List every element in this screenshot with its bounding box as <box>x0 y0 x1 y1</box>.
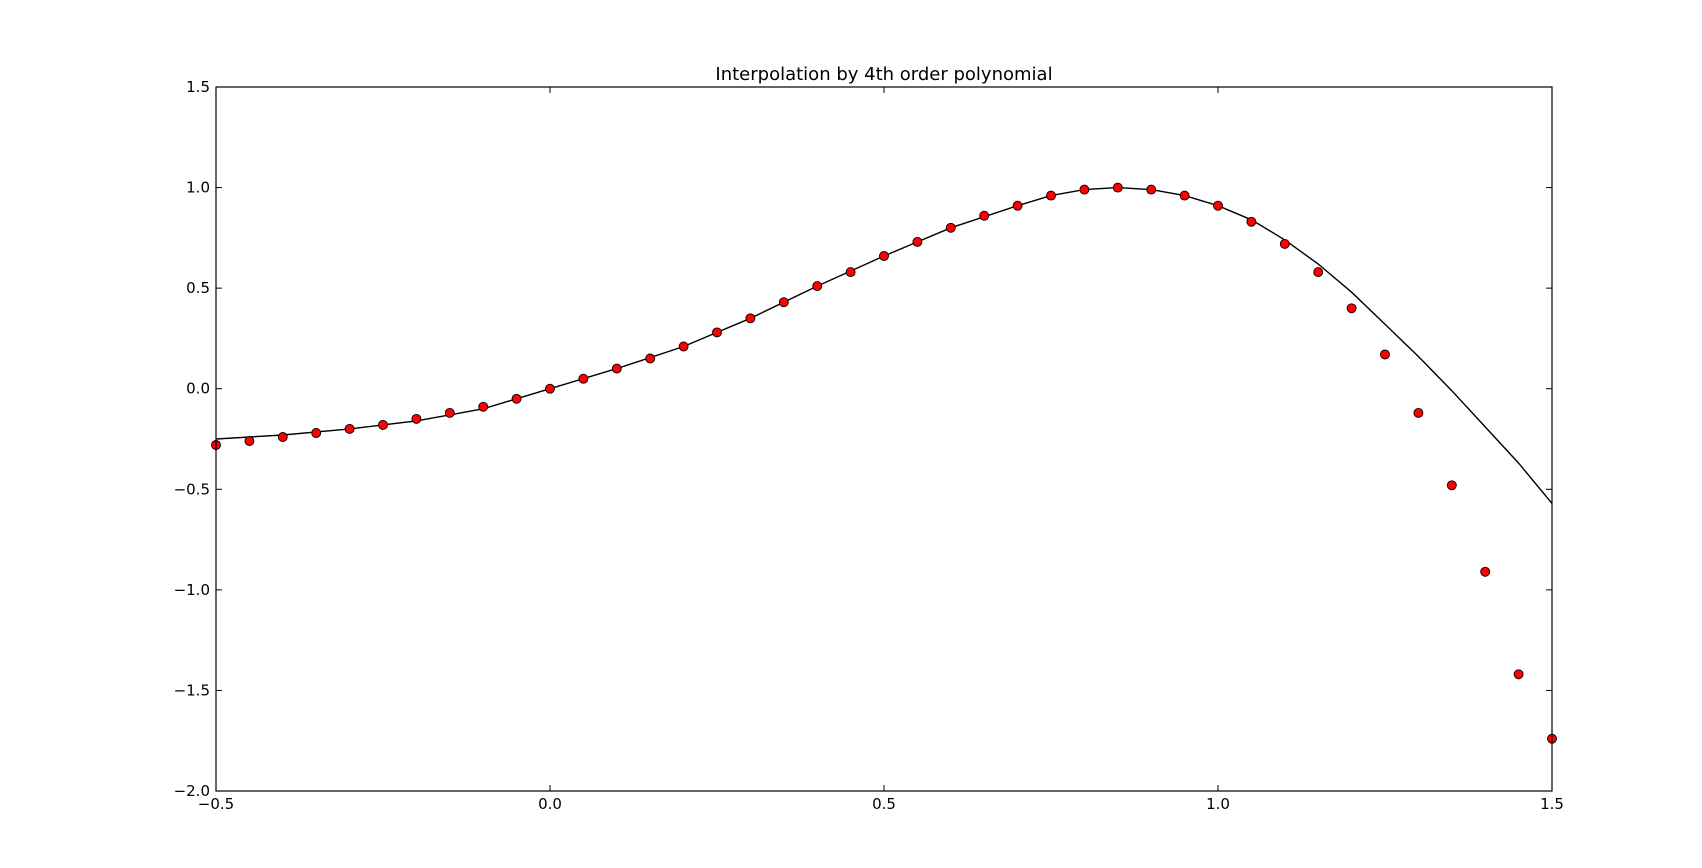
ticks-layer: −0.5 0.0 0.5 1.0 1.5 1.5 1.0 0.5 0.0 −0.5 −1.0 −1.5… <box>174 78 1564 813</box>
plot-area <box>216 87 1552 791</box>
series-1-point-39 <box>1513 669 1524 680</box>
series-1-point-8 <box>478 401 489 412</box>
x-tick-label-3: 1.0 <box>1206 795 1230 813</box>
y-tick-label-2: 0.5 <box>186 279 210 297</box>
x-tick-label-4: 1.5 <box>1540 795 1564 813</box>
series-1-point-32 <box>1279 238 1290 249</box>
series-1-point-26 <box>1079 184 1090 195</box>
series-1-point-3 <box>311 428 322 438</box>
series-1-point-7 <box>444 407 455 418</box>
y-tick-label-3: 0.0 <box>186 380 210 398</box>
series-1-point-24 <box>1012 200 1023 211</box>
x-tick-label-0: −0.5 <box>198 795 234 813</box>
y-tick-label-1: 1.0 <box>186 179 210 197</box>
series-1-point-20 <box>879 251 889 261</box>
series-1-point-33 <box>1313 267 1324 278</box>
series-1-point-22 <box>945 222 956 233</box>
series-1-point-11 <box>578 373 589 384</box>
series-1-point-15 <box>712 327 722 338</box>
series-1-point-28 <box>1146 184 1157 195</box>
plot-frame <box>215 86 1553 792</box>
series-1-point-9 <box>511 393 522 404</box>
series-1-point-18 <box>812 281 823 292</box>
series-1-point-34 <box>1346 303 1357 314</box>
series-1-point-2 <box>277 432 288 442</box>
series-1-point-17 <box>778 297 789 308</box>
series-1-point-16 <box>745 313 756 324</box>
series-1-point-29 <box>1179 190 1190 201</box>
series-1-point-21 <box>912 236 923 247</box>
series-1-point-5 <box>378 419 388 430</box>
series-1-point-31 <box>1246 216 1257 227</box>
series-1-point-38 <box>1480 566 1491 577</box>
series-1-point-10 <box>545 383 555 394</box>
series-1-point-12 <box>611 363 622 374</box>
series-1-point-19 <box>845 267 856 278</box>
y-tick-label-7: −2.0 <box>174 782 210 800</box>
series-layer <box>211 182 1557 744</box>
series-1-point-1 <box>244 436 255 446</box>
series-1-point-13 <box>645 353 656 364</box>
series-1-point-30 <box>1213 200 1223 211</box>
x-tick-label-1: 0.0 <box>538 795 562 813</box>
series-1-point-35 <box>1380 349 1390 360</box>
y-tick-label-6: −1.5 <box>174 681 210 699</box>
chart-title: Interpolation by 4th order polynomial <box>715 64 1052 85</box>
series-1-point-25 <box>1046 190 1056 201</box>
series-1-point-14 <box>678 341 689 352</box>
series-1-point-36 <box>1413 407 1424 418</box>
series-1-point-27 <box>1112 182 1123 193</box>
y-tick-label-0: 1.5 <box>186 78 210 96</box>
x-tick-label-2: 0.5 <box>872 795 896 813</box>
y-tick-label-5: −1.0 <box>174 581 210 599</box>
series-1-point-4 <box>344 423 355 434</box>
series-1-point-23 <box>979 210 990 221</box>
series-1-point-6 <box>411 413 422 424</box>
series-1-point-37 <box>1446 480 1457 491</box>
y-tick-label-4: −0.5 <box>174 480 210 498</box>
